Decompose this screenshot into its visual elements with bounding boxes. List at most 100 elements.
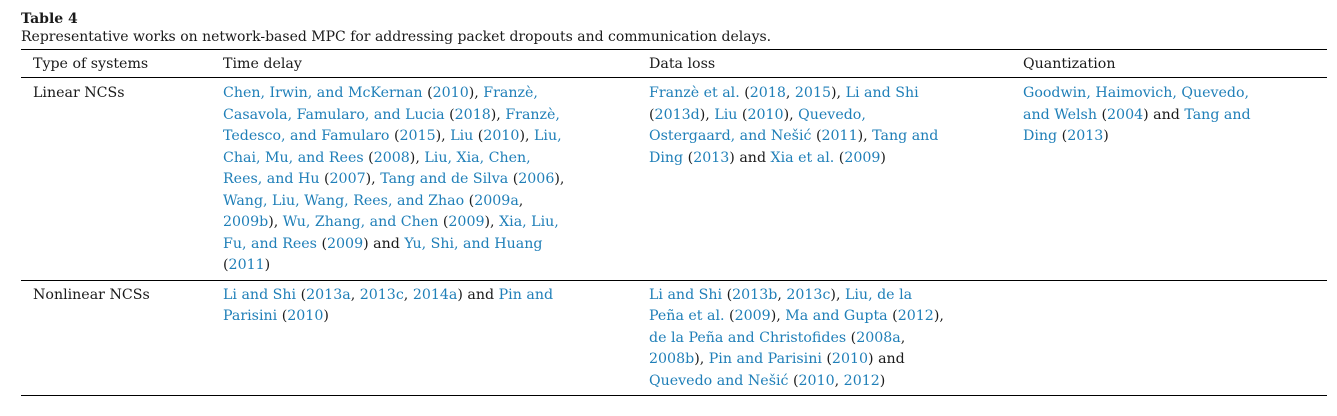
- citation-link[interactable]: 2009a: [474, 192, 519, 209]
- citation-link[interactable]: Ma and Gupta: [785, 308, 888, 324]
- citation-link[interactable]: Li and Shi: [223, 286, 297, 303]
- citation-link[interactable]: 2009: [734, 308, 771, 324]
- citation-text: ),: [933, 308, 944, 324]
- citation-text: (: [438, 214, 449, 230]
- citation-link[interactable]: de la Peña and Christofides: [649, 329, 847, 346]
- citation-link[interactable]: Xia et al.: [770, 149, 835, 166]
- citation-link[interactable]: Li and Shi: [845, 85, 919, 101]
- citation-link[interactable]: 2010: [483, 128, 520, 144]
- citation-link[interactable]: 2012: [897, 308, 934, 324]
- citation-text: ,: [350, 286, 360, 303]
- citation-text: ) and: [1143, 106, 1185, 123]
- row-system-type: Linear NCSs: [21, 77, 211, 281]
- citation-link[interactable]: 2010: [798, 372, 835, 389]
- citation-link[interactable]: Liu, Xia, Chen, Rees, and Hu: [223, 149, 531, 188]
- citation-link[interactable]: 2010: [287, 308, 324, 324]
- table-caption: Representative works on network-based MP…: [21, 29, 772, 45]
- citation-link[interactable]: 2010: [831, 351, 869, 367]
- citation-text: (: [444, 106, 455, 123]
- citation-link[interactable]: 2013: [693, 149, 730, 166]
- citation-text: ): [264, 257, 271, 273]
- citation-link[interactable]: 2013: [1067, 128, 1104, 144]
- citation-text: ),: [468, 85, 484, 101]
- data-loss-cell: Franzè et al. (2018, 2015), Li and Shi (…: [637, 77, 1011, 281]
- citation-link[interactable]: Chen, Irwin, and McKernan: [223, 85, 423, 101]
- citation-link[interactable]: 2014a: [412, 286, 458, 303]
- table-row: Nonlinear NCSs Li and Shi (2013a, 2013c,…: [21, 280, 1327, 396]
- citation-text: (: [389, 128, 400, 144]
- citation-link[interactable]: Goodwin, Haimovich, Quevedo, and Welsh: [1023, 85, 1250, 123]
- citation-text: ): [879, 372, 886, 389]
- citation-link[interactable]: Franzè, Casavola, Famularo, and Lucia: [223, 85, 538, 123]
- citation-link[interactable]: 2009: [844, 149, 881, 166]
- citation-link[interactable]: 2018: [749, 85, 786, 101]
- citation-link[interactable]: Liu: [714, 106, 738, 123]
- citation-link[interactable]: 2011: [228, 257, 265, 273]
- citation-link[interactable]: Li and Shi: [649, 286, 723, 303]
- citation-text: (: [464, 192, 475, 209]
- quantization-cell: [1011, 280, 1327, 396]
- header-data-loss: Data loss: [637, 49, 1011, 78]
- citation-link[interactable]: 2009: [327, 235, 364, 252]
- citation-text: (: [683, 149, 694, 166]
- citation-link[interactable]: Liu: [450, 128, 474, 144]
- citation-link[interactable]: 2013b: [732, 286, 778, 303]
- citation-link[interactable]: 2013d: [654, 106, 700, 123]
- citation-link[interactable]: Xia, Liu, Fu, and Rees: [223, 214, 559, 252]
- citation-text: ,: [403, 286, 413, 303]
- citation-link[interactable]: 2015: [794, 85, 832, 101]
- citation-text: (: [811, 128, 822, 144]
- quantization-cell: Goodwin, Haimovich, Quevedo, and Welsh (…: [1011, 77, 1327, 281]
- citation-text: ),: [409, 149, 425, 166]
- citation-text: (: [296, 286, 307, 303]
- citation-link[interactable]: Tang and Ding: [1023, 106, 1251, 145]
- citation-text: (: [422, 85, 433, 101]
- citation-link[interactable]: 2008a: [856, 329, 901, 346]
- citation-link[interactable]: 2009b: [223, 214, 269, 230]
- citation-link[interactable]: Liu, Chai, Mu, and Rees: [223, 128, 562, 166]
- citation-link[interactable]: 2008b: [649, 351, 695, 367]
- header-time-delay: Time delay: [211, 49, 637, 78]
- citation-text: (: [277, 308, 288, 324]
- citation-text: (: [739, 85, 750, 101]
- citation-link[interactable]: 2006: [518, 171, 555, 187]
- citation-link[interactable]: 2015: [399, 128, 436, 144]
- citation-text: ),: [268, 214, 283, 230]
- citation-text: ),: [435, 128, 451, 144]
- citation-link[interactable]: Franzè et al.: [649, 85, 740, 101]
- citation-text: ) and: [729, 149, 771, 166]
- citation-link[interactable]: 2004: [1107, 106, 1144, 123]
- table-row: Linear NCSs Chen, Irwin, and McKernan (2…: [21, 77, 1327, 281]
- citation-link[interactable]: Pin and Parisini: [708, 351, 822, 367]
- citation-link[interactable]: 2009: [448, 214, 485, 230]
- citation-link[interactable]: Tang and Ding: [649, 128, 939, 166]
- citation-link[interactable]: 2008: [373, 149, 410, 166]
- citation-link[interactable]: 2011: [821, 128, 858, 144]
- citation-link[interactable]: Wang, Liu, Wang, Rees, and Zhao: [223, 192, 465, 209]
- citation-link[interactable]: Yu, Shi, and Huang: [404, 235, 543, 252]
- citation-link[interactable]: 2013c: [359, 286, 404, 303]
- citation-link[interactable]: 2013a: [306, 286, 351, 303]
- references-table: Type of systems Time delay Data loss Qua…: [21, 49, 1327, 396]
- citation-link[interactable]: Franzè, Tedesco, and Famularo: [223, 106, 560, 145]
- citation-link[interactable]: 2018: [454, 106, 491, 123]
- citation-text: (: [724, 308, 735, 324]
- header-quantization: Quantization: [1011, 49, 1327, 78]
- citation-link[interactable]: 2007: [329, 171, 366, 187]
- citation-text: ),: [554, 171, 565, 187]
- citation-text: ),: [857, 128, 873, 144]
- citation-link[interactable]: Wu, Zhang, and Chen: [282, 214, 439, 230]
- citation-link[interactable]: 2012: [843, 372, 880, 389]
- citation-link[interactable]: Quevedo, Ostergaard, and Nešić: [649, 106, 866, 145]
- citation-link[interactable]: 2010: [747, 106, 784, 123]
- citation-text: (: [316, 235, 327, 252]
- citation-text: ,: [900, 329, 906, 346]
- citation-text: (: [508, 171, 519, 187]
- citation-link[interactable]: 2010: [432, 85, 469, 101]
- citation-link[interactable]: Liu, de la Peña et al.: [649, 286, 913, 325]
- citation-text: ),: [365, 171, 381, 187]
- citation-link[interactable]: Tang and de Silva: [380, 171, 509, 187]
- citation-link[interactable]: 2013c: [786, 286, 831, 303]
- citation-link[interactable]: Quevedo and Nešić: [649, 372, 789, 389]
- citation-link[interactable]: Pin and Parisini: [223, 286, 554, 325]
